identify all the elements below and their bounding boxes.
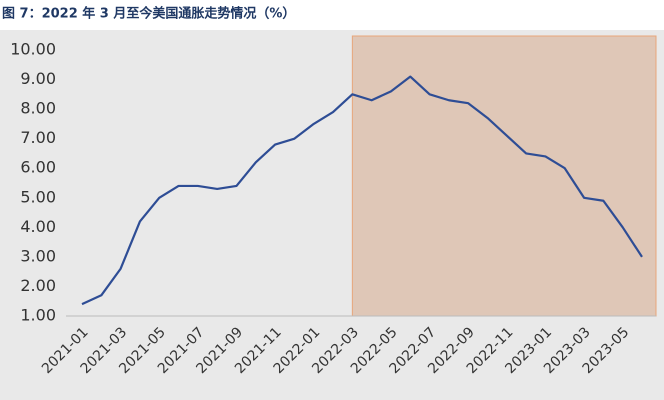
y-tick-label: 4.00: [20, 217, 56, 236]
y-tick-label: 9.00: [20, 69, 56, 88]
y-tick-label: 8.00: [20, 99, 56, 118]
chart-title: 图 7：2022 年 3 月至今美国通胀走势情况（%）: [2, 6, 295, 22]
data-line: [81, 75, 643, 306]
y-tick-label: 2.00: [20, 276, 56, 295]
y-tick-label: 6.00: [20, 158, 56, 177]
y-tick-label: 10.00: [10, 40, 56, 59]
y-tick-label: 3.00: [20, 246, 56, 265]
y-tick-label: 1.00: [20, 306, 56, 325]
y-tick-label: 7.00: [20, 128, 56, 147]
highlight-region: [351, 35, 657, 317]
y-tick-label: 5.00: [20, 187, 56, 206]
